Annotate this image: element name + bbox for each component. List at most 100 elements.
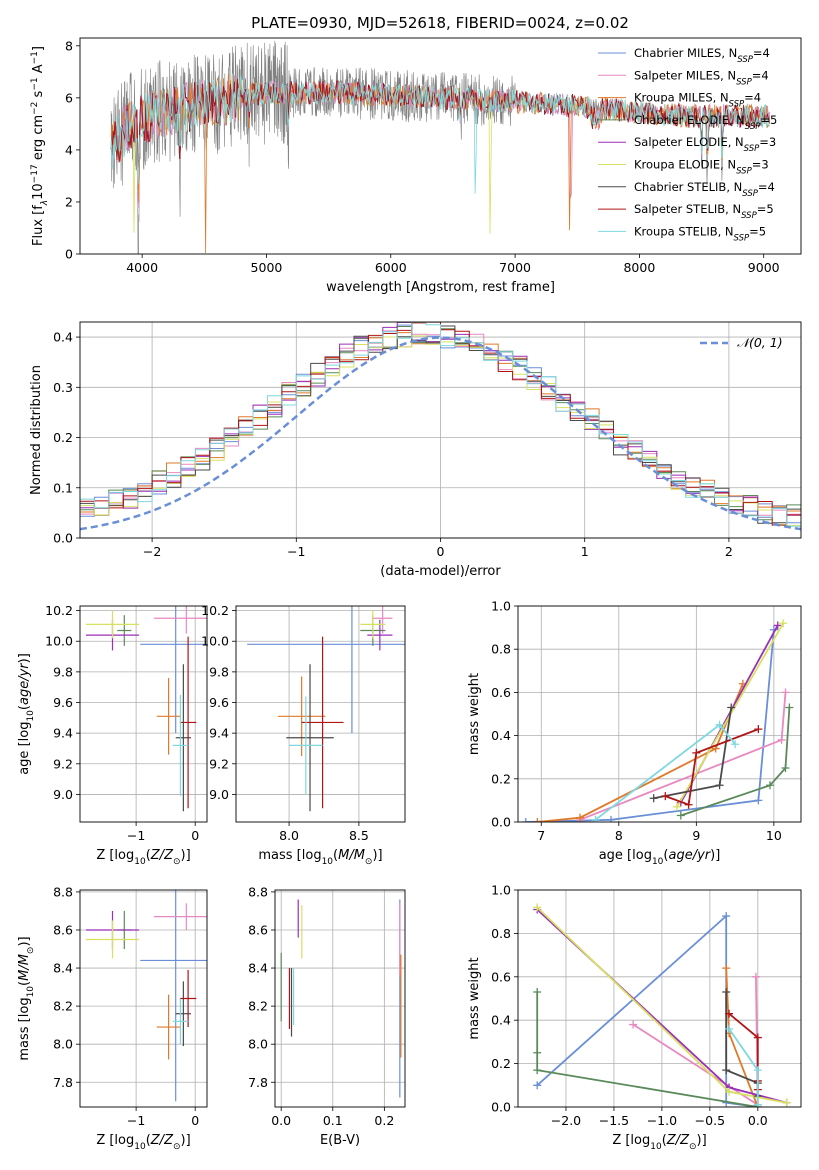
y-tick-label: 2	[65, 194, 73, 209]
y-tick-label: 9.0	[209, 787, 229, 802]
mass-vs-ebv-panel: 0.0 0.1 0.2 7.8 8.0 8.2 8.4 8.6 8.8 E(B-V)	[248, 884, 406, 1148]
plot-area	[85, 606, 207, 812]
y-axis-label: age [log10(age/yr)]	[17, 653, 36, 775]
y-tick-label: 9.8	[53, 664, 73, 679]
x-axis-label: age [log10(age/yr)]	[599, 848, 721, 867]
grid	[236, 606, 405, 822]
series-point-salpeter-stelib	[692, 748, 701, 757]
y-tick-label: 8.2	[248, 999, 268, 1014]
x-axis-label: E(B-V)	[320, 1133, 360, 1148]
legend-entry: Kroupa STELIB, NSSP=5	[634, 224, 766, 243]
x-tick-label: 0.1	[323, 1113, 343, 1128]
y-tick-label: 9.6	[53, 695, 73, 710]
y-tick-label: 0.8	[491, 642, 511, 657]
spectrum-panel: 4000 5000 6000 7000 8000 9000 0 2 4 6 8 wavelength …	[30, 37, 802, 295]
series-point-kroupa-miles	[533, 818, 542, 822]
y-tick-label: 0.8	[491, 926, 511, 941]
y-tick-label: 8	[65, 38, 73, 53]
series-point-salpeter-miles	[751, 972, 760, 981]
series-line-chabrier-miles	[525, 629, 775, 822]
axes-frame	[79, 321, 802, 539]
gaussian-curve	[80, 336, 801, 531]
x-tick-label: 2	[725, 544, 733, 559]
legend-entry: Chabrier ELODIE, NSSP=5	[634, 113, 777, 132]
series-point-kroupa-stelib	[715, 720, 724, 729]
series-point-chabrier-elodie	[781, 764, 790, 772]
series-point-chabrier-stelib	[722, 1066, 731, 1075]
x-tick-label: 4000	[126, 260, 158, 275]
x-tick-label: −1	[287, 544, 305, 559]
y-tick-label: 8.8	[53, 884, 73, 899]
series-point-kroupa-stelib	[731, 740, 740, 749]
series-point-kroupa-elodie	[779, 619, 788, 628]
y-tick-label: 0.2	[491, 1056, 511, 1071]
y-tick-label: 7.8	[53, 1075, 73, 1090]
y-tick-label: 0.2	[491, 771, 511, 786]
y-tick-label: 8.8	[248, 884, 268, 899]
y-tick-label: 0	[65, 247, 73, 262]
series-point-chabrier-miles	[521, 818, 530, 822]
x-axis-label: Z [log10(Z/Z⊙)]	[96, 1133, 190, 1152]
y-tick-label: 10.2	[45, 603, 73, 618]
x-tick-label: 8	[615, 828, 623, 843]
series-point-chabrier-stelib	[649, 794, 658, 803]
axes-frame	[274, 889, 406, 1108]
model-spectrum-salpeter-stelib	[110, 77, 770, 168]
legend-entry: Salpeter MILES, NSSP=4	[634, 68, 769, 87]
series-point-salpeter-miles	[777, 735, 786, 744]
y-tick-label: 0.0	[53, 531, 73, 546]
y-tick-label: 8.0	[53, 1037, 73, 1052]
series-line-chabrier-elodie	[536, 992, 758, 1107]
y-tick-label: 6	[65, 90, 73, 105]
series-point-chabrier-elodie	[533, 987, 542, 996]
series-point-kroupa-elodie	[533, 903, 542, 912]
legend-entry: Salpeter ELODIE, NSSP=3	[634, 135, 776, 154]
x-tick-label: 1	[581, 544, 589, 559]
x-tick-label: 7	[537, 828, 545, 843]
x-tick-label: −1	[127, 828, 145, 843]
series-point-chabrier-stelib	[715, 781, 724, 790]
series-point-chabrier-miles	[722, 912, 731, 921]
plot-area	[533, 903, 791, 1107]
x-tick-label: 0	[191, 1113, 199, 1128]
series-point-chabrier-elodie	[765, 781, 774, 790]
y-tick-label: 0.6	[491, 969, 511, 984]
series-point-salpeter-miles	[629, 1020, 638, 1029]
series-point-salpeter-stelib	[753, 1033, 762, 1042]
axes-frame	[235, 605, 406, 823]
plot-area	[521, 619, 794, 822]
y-tick-label: 9.2	[53, 756, 73, 771]
series-line-chabrier-elodie	[680, 707, 791, 817]
x-tick-label: 5000	[251, 260, 283, 275]
x-tick-label: 6000	[375, 260, 407, 275]
x-axis-label: wavelength [Angstrom, rest frame]	[326, 280, 555, 295]
plot-area	[110, 40, 770, 254]
y-tick-label: 0.1	[53, 480, 73, 495]
x-tick-label: −1.5	[599, 1113, 629, 1128]
x-tick-label: −1	[127, 1113, 145, 1128]
y-tick-label: 8.4	[248, 961, 268, 976]
series-point-kroupa-stelib	[725, 1024, 734, 1033]
y-tick-label: 9.6	[209, 695, 229, 710]
x-tick-label: 8.5	[349, 828, 369, 843]
histogram-kroupa-stelib	[80, 322, 801, 527]
grid	[80, 606, 207, 822]
x-tick-label: 0.2	[374, 1113, 394, 1128]
series-point-chabrier-elodie	[533, 1048, 542, 1057]
series-point-chabrier-elodie	[676, 811, 685, 820]
series-point-kroupa-miles	[722, 964, 731, 973]
series-point-kroupa-stelib	[591, 815, 600, 822]
series-point-kroupa-elodie	[725, 1087, 734, 1096]
x-tick-label: −1.0	[647, 1113, 677, 1128]
x-axis-label: (data-model)/error	[380, 564, 501, 579]
y-axis-label: mass weight	[467, 957, 482, 1039]
series-point-chabrier-stelib	[722, 987, 731, 996]
axes-frame	[79, 605, 208, 823]
plot-area	[247, 606, 405, 812]
age-vs-metallicity-panel: −1 0 9.0 9.2 9.4 9.6 9.8 10.0 10.2 Z [log10(Z/Z⊙)…	[17, 603, 208, 867]
x-tick-label: −2	[143, 544, 161, 559]
y-tick-label: 8.4	[53, 961, 73, 976]
y-tick-label: 9.8	[209, 664, 229, 679]
residuals-panel: −2 −1 0 1 2 0.0 0.1 0.2 0.3 0.4 (data-model)/error…	[29, 321, 802, 579]
